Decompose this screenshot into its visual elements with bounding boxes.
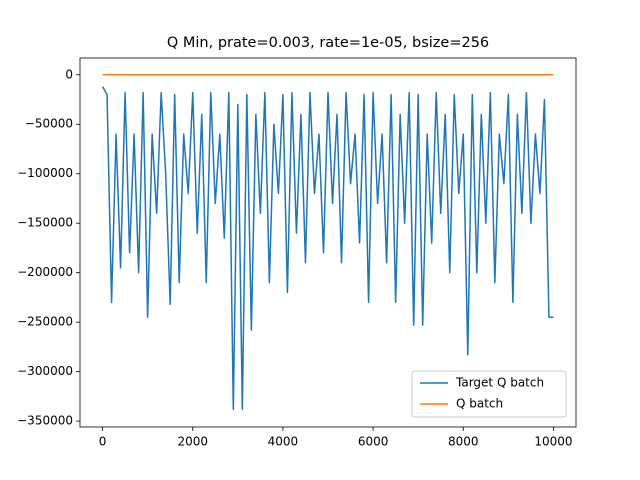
x-tick-label: 6000: [358, 435, 389, 449]
y-tick-label: −200000: [17, 265, 73, 279]
legend: Target Q batch Q batch: [411, 370, 567, 418]
series-line: [101, 86, 554, 410]
chart-title: Q Min, prate=0.003, rate=1e-05, bsize=25…: [167, 35, 489, 51]
legend-box: [411, 370, 567, 418]
y-tick-label: −250000: [17, 315, 73, 329]
x-tick-label: 10000: [534, 435, 572, 449]
y-tick-label: −300000: [17, 364, 73, 378]
y-tick-label: −100000: [17, 166, 73, 180]
legend-label: Q batch: [456, 397, 503, 411]
y-tick-label: −50000: [25, 117, 73, 131]
y-tick-label: 0: [65, 67, 73, 81]
plot-frame: [79, 57, 577, 428]
x-tick-label: 8000: [448, 435, 479, 449]
x-tick-label: 0: [99, 435, 107, 449]
y-tick-label: −150000: [17, 216, 73, 230]
y-tick-label: −350000: [17, 414, 73, 428]
x-tick-label: 4000: [268, 435, 299, 449]
x-tick-label: 2000: [177, 435, 208, 449]
legend-label: Target Q batch: [455, 376, 544, 390]
